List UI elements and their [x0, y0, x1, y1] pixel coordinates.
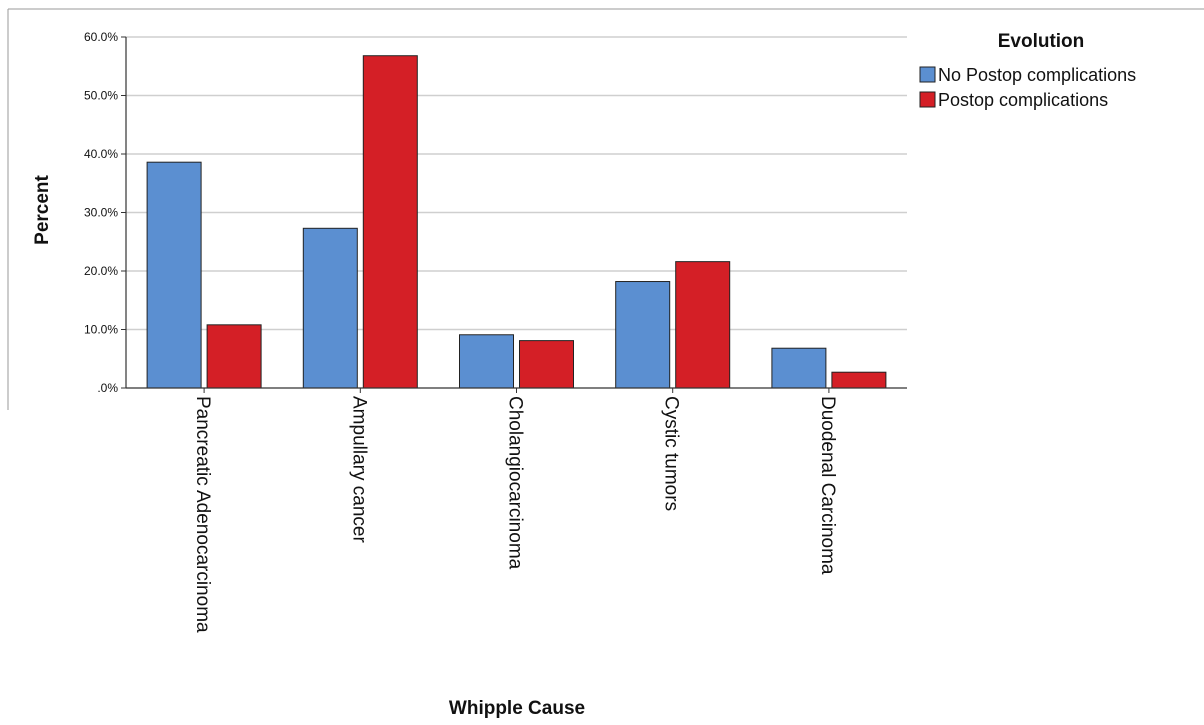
y-tick-label: 50.0% — [84, 89, 118, 103]
legend-label-postop: Postop complications — [938, 90, 1108, 110]
bar-postop — [831, 371, 887, 389]
bar-no-postop — [146, 161, 202, 389]
legend-label-no-postop: No Postop complications — [938, 65, 1136, 85]
y-tick-label: 30.0% — [84, 206, 118, 220]
bar-postop — [206, 324, 262, 389]
y-axis-ticks: .0% 10.0% 20.0% 30.0% 40.0% 50.0% 60.0% — [84, 30, 126, 395]
legend-swatch-no-postop — [919, 66, 936, 83]
category-labels: Pancreatic Adenocarcinoma Ampullary cance… — [192, 388, 838, 633]
y-tick-label: 20.0% — [84, 264, 118, 278]
gridlines — [126, 36, 907, 331]
category-label: Pancreatic Adenocarcinoma — [192, 396, 213, 633]
legend: Evolution No Postop complications Postop… — [919, 31, 1136, 110]
bar-no-postop — [615, 281, 671, 389]
bar-no-postop — [459, 334, 514, 389]
bar-postop — [519, 340, 574, 389]
bar-postop — [362, 55, 418, 389]
x-axis-title: Whipple Cause — [449, 698, 585, 719]
y-tick-label: 40.0% — [84, 147, 118, 161]
category-label: Ampullary cancer — [348, 396, 369, 543]
bar-postop — [675, 261, 731, 389]
category-label: Duodenal Carcinoma — [817, 396, 838, 575]
category-label: Cystic tumors — [661, 396, 682, 511]
category-label: Cholangiocarcinoma — [505, 396, 526, 570]
y-tick-label: 60.0% — [84, 30, 118, 44]
bars — [146, 55, 887, 389]
bar-no-postop — [302, 227, 358, 389]
y-tick-label: .0% — [97, 381, 118, 395]
y-axis-title: Percent — [32, 174, 53, 244]
legend-title: Evolution — [998, 31, 1085, 52]
y-tick-label: 10.0% — [84, 323, 118, 337]
legend-swatch-postop — [919, 91, 936, 108]
bar-no-postop — [771, 347, 827, 389]
